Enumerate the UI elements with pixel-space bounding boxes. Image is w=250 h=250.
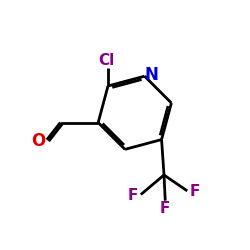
Text: O: O (31, 132, 46, 150)
Text: F: F (160, 201, 170, 216)
Text: F: F (128, 188, 138, 202)
Text: Cl: Cl (99, 53, 115, 68)
Text: N: N (144, 66, 158, 84)
Text: F: F (190, 184, 200, 199)
